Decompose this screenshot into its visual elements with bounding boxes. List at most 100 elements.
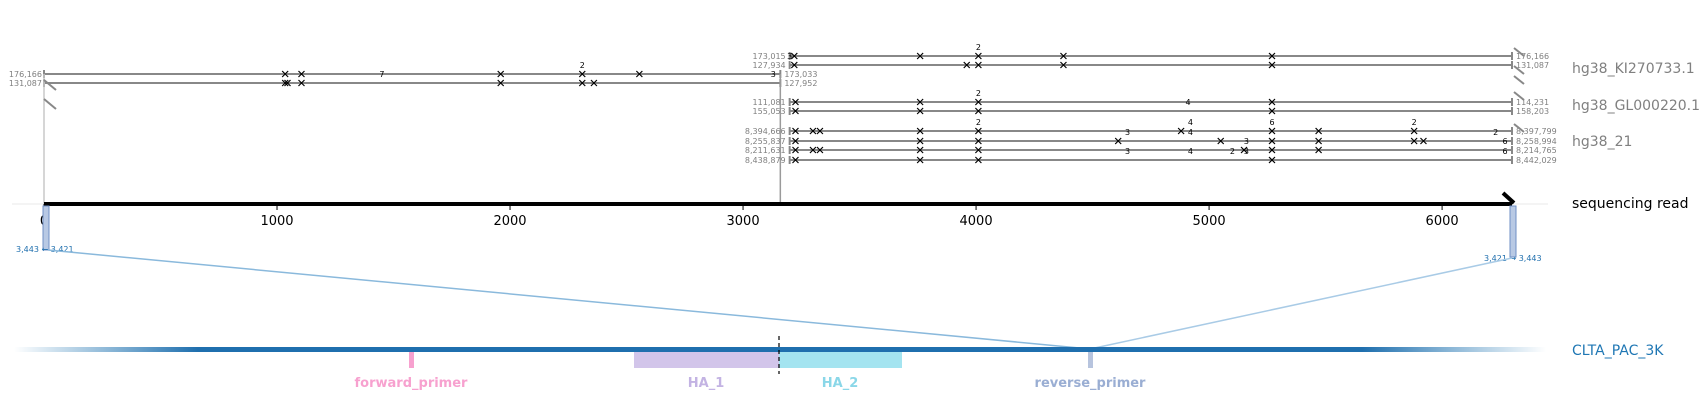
mismatch-count-label: 4 (1188, 118, 1193, 127)
mismatch-mark (1410, 127, 1418, 135)
mismatch-count-label: 3 (771, 70, 776, 79)
mismatch-mark (497, 70, 505, 78)
mismatch-mark (1217, 137, 1225, 145)
mismatch-count-label: 3 (1244, 137, 1249, 146)
mismatch-mark (298, 79, 305, 87)
ha1-feature (634, 352, 779, 368)
mismatch-count-label: 4 (1188, 128, 1193, 137)
mismatch-count-label: 6 (1269, 118, 1274, 127)
ref-start-label: 8,394,666 (745, 127, 786, 136)
mismatch-mark (792, 146, 799, 154)
read-tick-label: 6000 (1426, 214, 1459, 229)
mismatch-count-label: 3 (1125, 147, 1130, 156)
mismatch-mark (974, 127, 982, 135)
mismatch-mark (963, 61, 971, 69)
mismatch-mark (916, 98, 924, 106)
ref-end-label: 8,258,994 (1516, 137, 1557, 146)
mismatch-count-label: 7 (379, 70, 384, 79)
mismatch-mark (916, 137, 924, 145)
ref-start-label: 8,255,837 (745, 137, 786, 146)
mismatch-count-label: 3 (1125, 128, 1130, 137)
mismatch-mark (816, 146, 824, 154)
mismatch-mark (809, 146, 817, 154)
mismatch-mark (1315, 127, 1323, 135)
mismatch-count-label: 2 (1493, 128, 1498, 137)
mismatch-mark (916, 146, 924, 154)
right-connector-line (1089, 257, 1513, 350)
mismatch-mark (816, 127, 824, 135)
target-name-label: CLTA_PAC_3K (1572, 343, 1664, 359)
mismatch-mark (792, 156, 799, 164)
mismatch-mark (916, 52, 924, 60)
reverse-primer-label: reverse_primer (1035, 376, 1147, 391)
mismatch-mark (1060, 61, 1067, 69)
alignment-arrow-cap (43, 98, 57, 110)
forward-primer-label: forward_primer (355, 376, 469, 391)
mismatch-mark (1114, 137, 1122, 145)
left-connector-line (47, 249, 1091, 350)
read-tick-label: 4000 (960, 214, 993, 229)
reverse-primer-feature (1088, 352, 1093, 368)
mismatch-count-label: 2 (976, 118, 981, 127)
mismatch-mark (974, 107, 982, 115)
mismatch-count-label: 2 (580, 61, 585, 70)
forward-primer-feature (409, 352, 414, 368)
target-sequence-bar (14, 347, 1546, 352)
mismatch-mark (974, 61, 982, 69)
mismatch-mark (1268, 146, 1276, 154)
ref-start-label: 131,087 (9, 79, 42, 88)
read-tick-label: 5000 (1193, 214, 1226, 229)
mismatch-mark (578, 70, 586, 78)
mismatch-mark (1315, 137, 1323, 145)
ha1-label: HA_1 (688, 376, 725, 391)
mismatch-mark (497, 79, 505, 87)
mismatch-mark (792, 137, 799, 145)
read-left-end-marker (42, 205, 50, 251)
read-ticks: 0100020003000400050006000 (40, 204, 1459, 229)
mismatch-count-label: 2 (976, 43, 981, 52)
mismatch-mark (578, 79, 586, 87)
mismatch-count-label: 2 (976, 89, 981, 98)
ref-start-label: 8,211,631 (745, 146, 786, 155)
read-right-end-marker (1509, 205, 1517, 258)
mismatch-mark (635, 70, 643, 78)
mismatch-mark (1410, 137, 1418, 145)
mismatch-count-label: 3 (787, 52, 792, 61)
mismatch-count-label: 4 (1188, 147, 1193, 156)
ref-end-label: 176,166 (1516, 52, 1549, 61)
mismatch-mark (1268, 127, 1276, 135)
mismatch-mark (916, 156, 924, 164)
mismatch-mark (1060, 52, 1067, 60)
ref-start-label: 127,934 (753, 61, 786, 70)
mismatch-count-label: 2 (1412, 118, 1417, 127)
mismatch-count-label: 6 (1502, 147, 1507, 156)
mismatch-mark (590, 79, 598, 87)
mismatch-mark (284, 79, 291, 87)
mismatch-mark (1240, 146, 1248, 154)
mismatch-mark (916, 107, 924, 115)
alignment-arrow-cap (1513, 75, 1525, 85)
mismatch-mark (790, 52, 798, 60)
mismatch-mark (1315, 146, 1323, 154)
read-arrow-head (1501, 191, 1516, 205)
ref-end-label: 8,397,799 (1516, 127, 1557, 136)
read-left-end-label: 3,443 ← 3,421 (16, 245, 74, 254)
sequencing-read-label: sequencing read (1572, 196, 1688, 212)
ref-start-label: 173,015 (753, 52, 786, 61)
read-tick-label: 2000 (493, 214, 526, 229)
ha2-feature (779, 352, 902, 368)
alignment-arrow-cap (1513, 47, 1525, 57)
alignment-arrow-cap (1513, 91, 1525, 101)
mismatch-mark (1268, 107, 1276, 115)
mismatch-mark (809, 127, 817, 135)
alignment-arrow-cap (1513, 123, 1525, 133)
mismatch-mark (916, 127, 924, 135)
mismatch-mark (281, 79, 289, 87)
ref-end-label: 158,203 (1516, 107, 1549, 116)
ref-end-label: 114,231 (1516, 98, 1549, 107)
mismatch-mark (1420, 137, 1427, 145)
ref-start-label: 8,438,879 (745, 156, 786, 165)
mismatch-count-label: 4 (1186, 98, 1191, 107)
mismatch-mark (1268, 137, 1276, 145)
